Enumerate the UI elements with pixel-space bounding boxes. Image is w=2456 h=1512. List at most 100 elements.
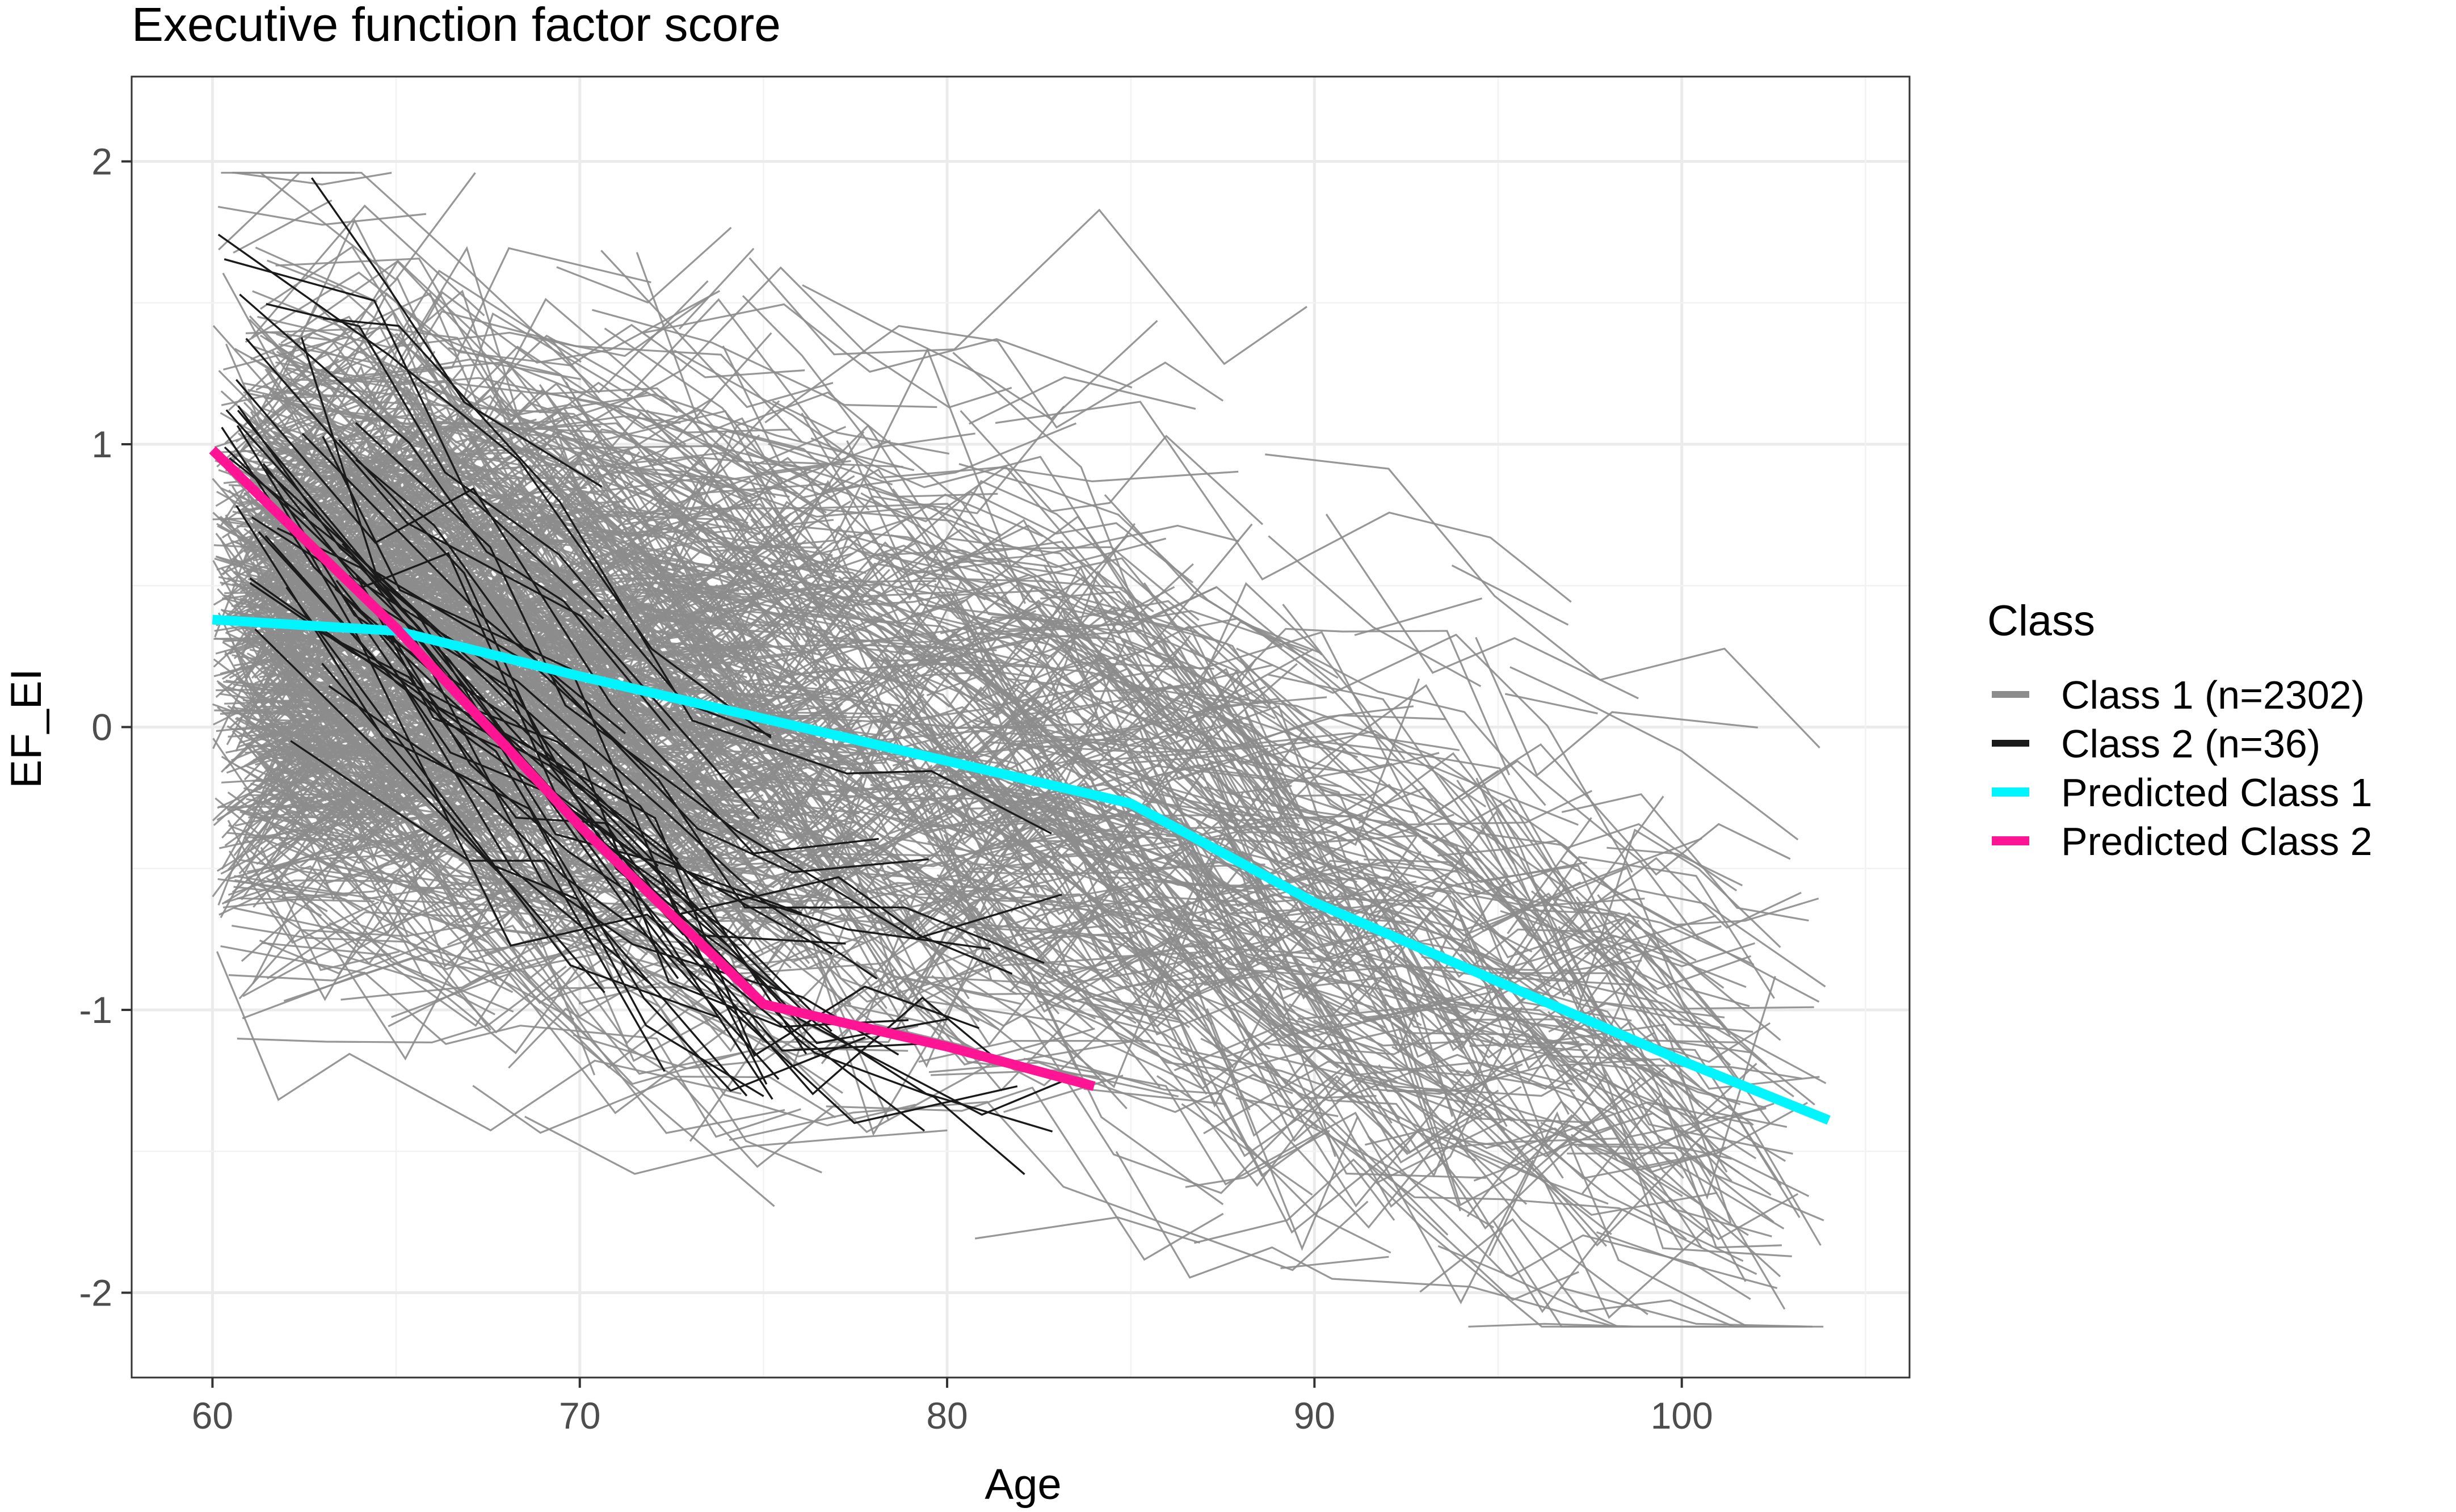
class-1-trajectory: [1480, 825, 1640, 997]
class-1-trajectory: [1083, 1088, 1226, 1105]
class-1-trajectory: [633, 751, 1213, 877]
class-1-trajectory: [562, 693, 925, 820]
legend-label: Predicted Class 2: [2061, 819, 2373, 864]
class-1-trajectory: [972, 703, 1454, 837]
class-1-trajectory: [600, 250, 834, 408]
class-1-trajectory: [229, 551, 299, 655]
class-2-trajectory: [225, 409, 833, 955]
class-1-trajectory: [1015, 794, 1435, 969]
class-1-trajectory: [267, 394, 464, 465]
class-1-trajectory: [234, 769, 425, 894]
class-1-trajectory: [1466, 1100, 1772, 1237]
class-1-trajectory: [742, 295, 975, 449]
class-1-trajectory: [931, 1069, 1179, 1098]
class-1-trajectory: [920, 961, 1208, 1095]
class-1-trajectory: [750, 518, 899, 634]
class-1-trajectory: [700, 517, 911, 641]
class-1-trajectory: [939, 606, 1342, 787]
class-1-trajectory: [1556, 795, 1664, 944]
class-1-trajectory: [640, 405, 1065, 627]
class-1-trajectory: [1475, 777, 1781, 1012]
class-1-trajectory: [251, 204, 485, 339]
class-1-trajectory: [892, 488, 1309, 652]
class-1-trajectory: [1203, 1043, 1584, 1135]
class-1-trajectory: [821, 975, 1184, 1064]
class-1-trajectory: [227, 820, 498, 1001]
class-1-trajectory: [869, 703, 1336, 966]
class-1-trajectory: [722, 346, 903, 468]
class-1-trajectory: [1181, 1103, 1313, 1196]
class-1-trajectory: [1378, 1064, 1785, 1230]
y-tick-label: 1: [91, 423, 112, 465]
class-1-trajectory: [1036, 872, 1293, 1094]
class-1-trajectory: [569, 833, 1141, 935]
class-1-trajectory: [235, 671, 392, 735]
class-1-trajectory: [738, 545, 1359, 759]
class-1-trajectory: [255, 246, 378, 303]
legend-title: Class: [1987, 597, 2095, 645]
class-1-trajectory: [283, 957, 775, 1207]
class-1-trajectory: [611, 604, 953, 748]
class-1-trajectory: [943, 620, 1320, 723]
y-axis-title: EF_EI: [2, 668, 51, 788]
class-1-trajectory: [996, 680, 1388, 1000]
class-2-trajectory: [310, 177, 603, 488]
class-1-trajectory: [261, 554, 572, 647]
class-1-trajectory: [1364, 858, 1626, 959]
class-1-trajectory: [1393, 1090, 1687, 1240]
class-2-trajectory: [224, 258, 604, 620]
class-1-trajectory: [956, 816, 1285, 902]
class-1-trajectory: [217, 205, 427, 226]
class-2-trajectory: [276, 527, 1053, 1133]
class-2-trajectory: [323, 317, 1052, 835]
class-1-trajectory: [237, 897, 375, 903]
class-1-trajectory: [216, 680, 323, 754]
class-1-trajectory: [228, 824, 689, 887]
class-1-trajectory: [1560, 860, 1819, 926]
class-1-trajectory: [842, 858, 1395, 1017]
class-1-trajectory: [1456, 780, 1515, 865]
y-tick-label: -1: [79, 989, 112, 1031]
class-1-trajectory: [1260, 894, 1562, 932]
class-1-trajectory: [1455, 1031, 1655, 1097]
class-1-trajectory: [1358, 752, 1826, 988]
class-1-trajectory: [587, 766, 860, 824]
class-1-trajectory: [1452, 898, 1608, 1150]
class-1-trajectory: [352, 878, 655, 946]
class-1-trajectory: [1362, 907, 1703, 1249]
class-1-trajectory: [216, 758, 785, 1059]
class-1-trajectory: [918, 1039, 1150, 1063]
class-1-trajectory: [266, 701, 764, 954]
class-1-trajectory: [979, 668, 1622, 1070]
class-1-trajectory: [266, 368, 760, 674]
class-1-trajectory: [984, 953, 1128, 1110]
legend-label: Class 1 (n=2302): [2061, 673, 2365, 717]
class-1-trajectory: [1547, 1011, 1824, 1222]
class-1-trajectory: [669, 504, 1183, 744]
class-1-trajectory: [252, 751, 524, 807]
class-1-trajectory: [996, 597, 1575, 990]
class-1-trajectory: [227, 448, 565, 643]
class-1-trajectory: [218, 760, 570, 941]
class-1-trajectory: [256, 803, 348, 865]
class-1-trajectory: [922, 793, 1065, 865]
class-1-trajectory: [1188, 717, 1672, 978]
class-2-trajectory: [328, 685, 780, 1080]
class-1-trajectory: [261, 942, 391, 957]
class-1-trajectory: [665, 620, 829, 694]
class-1-trajectory: [273, 466, 735, 606]
class-1-trajectory: [674, 349, 1239, 483]
class-1-trajectory: [1421, 955, 1794, 1098]
class-1-trajectory: [871, 549, 1257, 759]
class-1-trajectory: [903, 632, 1255, 803]
class-1-trajectory: [214, 410, 326, 448]
class-1-trajectory: [899, 683, 1277, 905]
class-1-trajectory: [219, 416, 798, 500]
class-1-trajectory: [524, 1115, 948, 1175]
class-1-trajectory: [849, 832, 1221, 1012]
class-1-trajectory: [1596, 1231, 1778, 1289]
class-2-trajectory: [239, 293, 671, 731]
class-1-trajectory: [1140, 747, 1533, 953]
class-1-trajectory: [1235, 1097, 1339, 1117]
predicted-class-1-line: [212, 614, 1831, 1125]
